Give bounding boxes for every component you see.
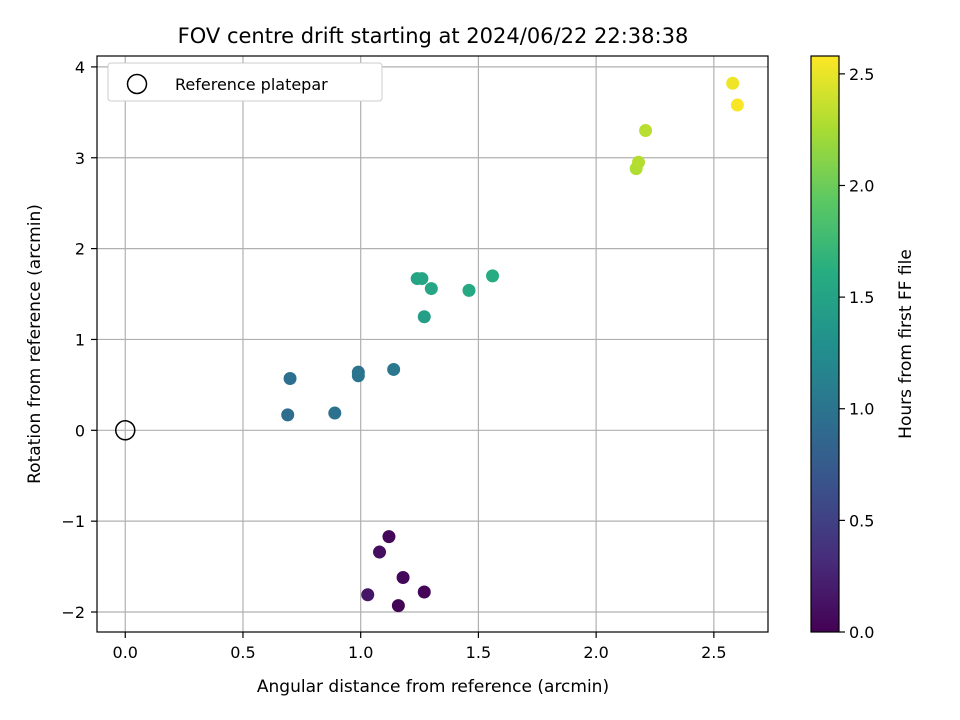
x-axis-ticks: 0.0 0.5 1.0 1.5 2.0 2.5 xyxy=(113,632,727,662)
colorbar-tick-label: 1.0 xyxy=(849,400,874,419)
colorbar-ticks: 0.0 0.5 1.0 1.5 2.0 2.5 xyxy=(839,65,874,642)
colorbar-tick-label: 0.5 xyxy=(849,511,874,530)
data-point xyxy=(283,372,297,386)
data-points xyxy=(115,76,744,613)
data-point xyxy=(387,362,401,376)
y-tick-label: 3 xyxy=(75,149,85,168)
reference-point-marker xyxy=(115,420,136,441)
data-point xyxy=(726,76,740,90)
data-point xyxy=(632,155,646,169)
legend-reference-marker xyxy=(126,73,148,95)
x-tick-label: 0.5 xyxy=(230,643,255,662)
y-tick-label: 0 xyxy=(75,421,85,440)
data-point xyxy=(396,570,410,584)
colorbar xyxy=(810,55,840,633)
data-point xyxy=(391,599,405,613)
data-point xyxy=(417,585,431,599)
y-tick-label: 2 xyxy=(75,240,85,259)
data-point xyxy=(486,269,500,283)
colorbar-tick-label: 2.5 xyxy=(849,65,874,84)
data-point xyxy=(361,588,375,602)
y-axis-label: Rotation from reference (arcmin) xyxy=(25,204,45,484)
x-tick-label: 1.0 xyxy=(348,643,373,662)
data-point xyxy=(639,123,653,137)
x-axis-label: Angular distance from reference (arcmin) xyxy=(257,677,609,697)
data-point xyxy=(328,406,342,420)
colorbar-tick-label: 0.0 xyxy=(849,623,874,642)
data-point xyxy=(415,272,429,286)
data-point xyxy=(281,408,295,422)
colorbar-tick-label: 1.5 xyxy=(849,288,874,307)
y-tick-label: 1 xyxy=(75,330,85,349)
grid xyxy=(97,56,768,632)
data-point xyxy=(417,310,431,324)
data-point xyxy=(730,98,744,112)
x-tick-label: 2.0 xyxy=(583,643,608,662)
legend-reference-label: Reference platepar xyxy=(175,75,328,94)
legend: Reference platepar xyxy=(107,62,383,102)
x-tick-label: 2.5 xyxy=(701,643,726,662)
chart-title: FOV centre drift starting at 2024/06/22 … xyxy=(178,24,689,48)
y-tick-label: −2 xyxy=(61,603,85,622)
y-tick-label: 4 xyxy=(75,58,85,77)
colorbar-label: Hours from first FF file xyxy=(896,249,916,439)
data-point xyxy=(462,283,476,297)
x-tick-label: 0.0 xyxy=(113,643,138,662)
y-axis-ticks: −2 −1 0 1 2 3 4 xyxy=(61,58,97,622)
x-tick-label: 1.5 xyxy=(466,643,491,662)
legend-box xyxy=(107,62,383,102)
colorbar-tick-label: 2.0 xyxy=(849,176,874,195)
axes-frame xyxy=(96,55,769,633)
data-point xyxy=(373,545,387,559)
data-point xyxy=(424,282,438,296)
y-tick-label: −1 xyxy=(61,512,85,531)
data-point xyxy=(351,369,365,383)
data-point xyxy=(382,530,396,544)
